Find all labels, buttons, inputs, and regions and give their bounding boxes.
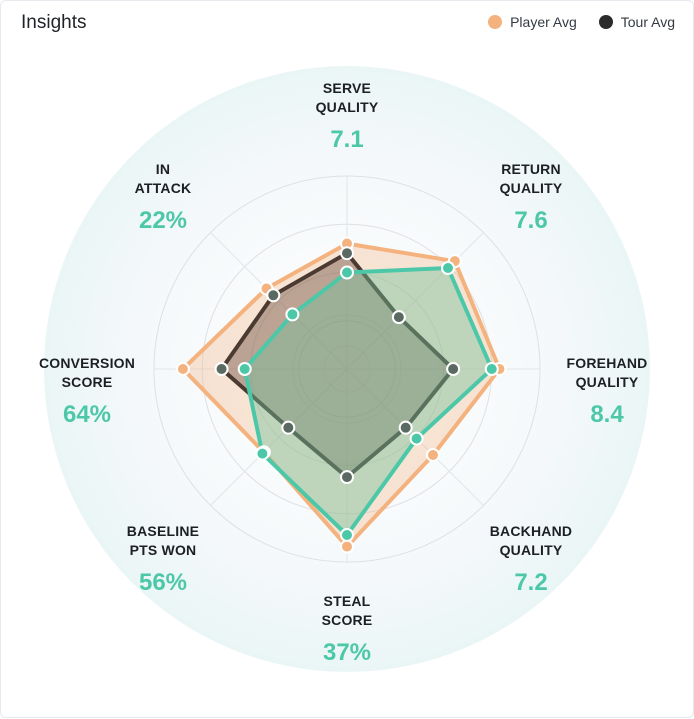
data-point-tour — [214, 362, 229, 376]
axis-label: PTS WON — [130, 542, 197, 558]
legend-dot-tour — [598, 15, 613, 29]
axis-value: 56% — [139, 569, 187, 596]
data-point-current — [340, 265, 354, 280]
radar-spoke — [210, 232, 348, 370]
data-point-tour — [446, 362, 461, 376]
axis-value: 37% — [323, 639, 371, 666]
data-point-tour — [340, 246, 354, 261]
radar-spoke — [210, 368, 348, 506]
legend-label-tour: Tour Avg — [620, 14, 675, 30]
axis-label: QUALITY — [316, 99, 379, 115]
axis-value: 7.1 — [330, 126, 363, 153]
data-point-current — [440, 261, 455, 276]
axis-value: 7.6 — [514, 207, 547, 234]
axis-label: QUALITY — [500, 542, 563, 558]
axis-label: BACKHAND — [490, 523, 572, 539]
data-point-current — [285, 307, 300, 322]
data-point-tour — [398, 420, 413, 435]
axis-value: 7.2 — [514, 569, 547, 596]
card-header: Insights Player Avg Tour Avg — [1, 1, 694, 47]
legend-item-player[interactable]: Player Avg — [488, 14, 577, 30]
axis-label: QUALITY — [576, 374, 639, 390]
axis-label: SERVE — [323, 80, 371, 96]
data-point-current — [255, 446, 270, 461]
data-point-tour — [340, 470, 354, 485]
axis-label: IN — [156, 161, 170, 177]
data-point-player — [425, 447, 440, 462]
axis-label: CONVERSION — [39, 355, 135, 371]
data-point-current — [409, 431, 424, 446]
axis-value: 64% — [63, 401, 111, 428]
axis-label: QUALITY — [500, 180, 563, 196]
axis-value: 22% — [139, 207, 187, 234]
axis-label: SCORE — [322, 612, 373, 628]
axis-label: SCORE — [62, 374, 113, 390]
legend-dot-player — [488, 15, 503, 29]
data-point-player — [175, 362, 190, 376]
data-point-tour — [266, 288, 281, 303]
card-title: Insights — [21, 12, 87, 33]
data-point-player — [340, 539, 354, 554]
axis-value: 8.4 — [590, 401, 624, 428]
axis-label: FOREHAND — [567, 355, 648, 371]
axis-label: RETURN — [501, 161, 561, 177]
data-point-current — [484, 362, 499, 376]
chart-legend: Player Avg Tour Avg — [488, 14, 675, 30]
legend-item-tour[interactable]: Tour Avg — [598, 14, 675, 30]
data-point-current — [340, 527, 354, 542]
data-point-tour — [281, 420, 296, 435]
axis-label: ATTACK — [135, 180, 192, 196]
data-point-current — [237, 362, 252, 376]
data-point-tour — [391, 310, 406, 325]
axis-label: BASELINE — [127, 523, 199, 539]
radar-spoke — [346, 232, 484, 370]
legend-label-player: Player Avg — [510, 14, 577, 30]
axis-label: STEAL — [324, 593, 371, 609]
